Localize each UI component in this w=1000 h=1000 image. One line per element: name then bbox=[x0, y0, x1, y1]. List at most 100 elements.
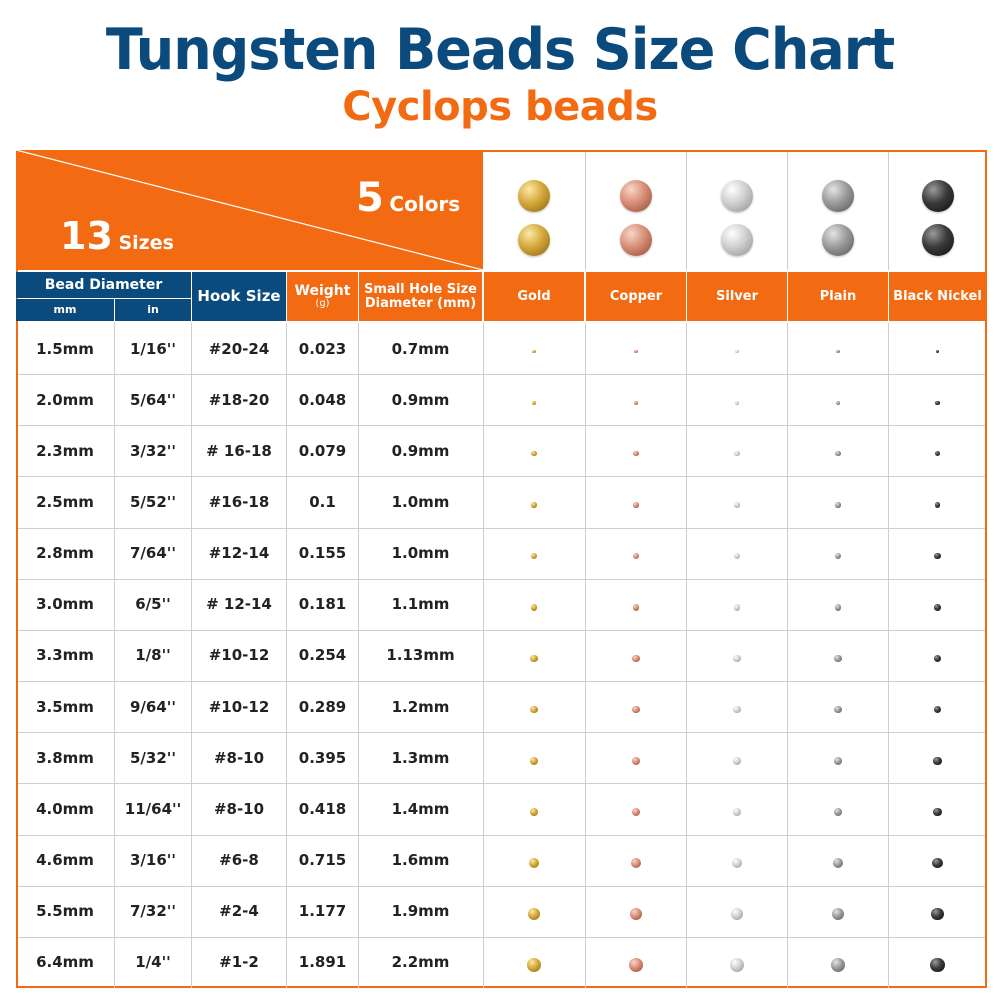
table-cell-weight: 0.048 bbox=[298, 390, 347, 409]
table-cell-in: 1/8'' bbox=[135, 646, 171, 665]
table-cell-hole: 1.4mm bbox=[391, 799, 450, 818]
sample-bead bbox=[733, 705, 741, 714]
column-divider bbox=[585, 152, 586, 270]
table-cell-hole: 1.2mm bbox=[391, 697, 450, 716]
table-cell-in: 7/64'' bbox=[130, 544, 176, 563]
sample-bead bbox=[628, 958, 644, 973]
table-cell-in: 5/64'' bbox=[130, 390, 176, 409]
table-cell-hole: 0.7mm bbox=[391, 339, 450, 358]
table-cell-mm: 6.4mm bbox=[36, 953, 94, 972]
table-cell-in: 7/32'' bbox=[130, 902, 176, 921]
table-cell-weight: 0.079 bbox=[298, 441, 347, 460]
sample-bead bbox=[529, 756, 539, 765]
table-cell-hook: #10-12 bbox=[208, 697, 270, 716]
table-cell-weight: 0.023 bbox=[298, 339, 347, 358]
sample-bead bbox=[934, 604, 941, 611]
colors-word: Colors bbox=[389, 192, 461, 216]
row-divider bbox=[18, 578, 985, 580]
table-cell-hook: #8-10 bbox=[213, 748, 265, 767]
column-divider bbox=[888, 323, 889, 988]
column-divider bbox=[483, 323, 484, 988]
sample-bead bbox=[531, 502, 537, 508]
table-cell-weight: 0.1 bbox=[309, 493, 336, 511]
column-divider bbox=[585, 323, 586, 988]
table-cell-in: 3/32'' bbox=[130, 441, 176, 460]
sample-bead bbox=[632, 705, 640, 714]
table-cell-weight: 0.181 bbox=[298, 595, 347, 614]
sample-bead bbox=[734, 400, 740, 405]
sizes-count: 13 bbox=[60, 214, 113, 258]
sample-bead bbox=[933, 807, 942, 817]
showcase-bead bbox=[921, 224, 954, 256]
header-mm: mm bbox=[16, 299, 114, 321]
header-weight: Weight (g) bbox=[287, 272, 358, 321]
sample-bead bbox=[530, 553, 538, 560]
header-bead-diameter: Bead Diameter bbox=[16, 272, 191, 298]
table-cell-in: 5/32'' bbox=[130, 748, 176, 767]
table-cell-in: 11/64'' bbox=[124, 799, 182, 818]
column-divider bbox=[358, 323, 359, 988]
sample-bead bbox=[836, 349, 840, 354]
table-cell-hook: #18-20 bbox=[208, 390, 270, 409]
column-divider bbox=[286, 323, 287, 988]
table-cell-hole: 1.6mm bbox=[391, 851, 450, 870]
color-header-silver: Silver bbox=[687, 272, 787, 321]
sample-bead bbox=[833, 807, 843, 817]
showcase-bead bbox=[620, 224, 652, 256]
table-cell-hook: #1-2 bbox=[219, 953, 259, 972]
row-divider bbox=[18, 425, 985, 427]
table-cell-hole: 0.9mm bbox=[391, 441, 450, 460]
table-cell-mm: 2.3mm bbox=[36, 441, 94, 460]
row-divider bbox=[18, 834, 985, 836]
sample-bead bbox=[934, 451, 941, 457]
row-divider bbox=[18, 885, 985, 887]
color-header-plain: Plain bbox=[788, 272, 888, 321]
sample-bead bbox=[730, 908, 744, 921]
table-cell-weight: 1.177 bbox=[298, 902, 347, 921]
showcase-bead bbox=[921, 180, 954, 212]
table-cell-in: 5/52'' bbox=[130, 493, 176, 511]
table-cell-hole: 2.2mm bbox=[391, 953, 450, 972]
sample-bead bbox=[934, 502, 941, 508]
page-title: Tungsten Beads Size Chart bbox=[105, 16, 895, 83]
sample-bead bbox=[735, 349, 739, 354]
table-cell-in: 1/16'' bbox=[130, 339, 176, 358]
table-cell-in: 6/5'' bbox=[135, 595, 171, 614]
table-cell-mm: 3.8mm bbox=[36, 748, 94, 767]
sample-bead bbox=[629, 908, 643, 921]
table-cell-hole: 1.13mm bbox=[386, 646, 455, 665]
sample-bead bbox=[530, 705, 538, 714]
sample-bead bbox=[931, 908, 944, 921]
sample-bead bbox=[634, 349, 638, 354]
table-cell-weight: 1.891 bbox=[298, 953, 347, 972]
table-cell-hook: #16-18 bbox=[208, 493, 270, 511]
table-cell-hole: 1.0mm bbox=[391, 493, 450, 511]
table-cell-weight: 0.289 bbox=[298, 697, 347, 716]
showcase-bead bbox=[721, 180, 753, 212]
table-cell-mm: 4.0mm bbox=[36, 799, 94, 818]
sample-bead bbox=[935, 349, 940, 354]
sample-bead bbox=[630, 858, 642, 869]
table-cell-hole: 1.3mm bbox=[391, 748, 450, 767]
sample-bead bbox=[530, 604, 538, 611]
table-cell-in: 3/16'' bbox=[130, 851, 176, 870]
sample-bead bbox=[526, 958, 542, 973]
table-cell-mm: 2.8mm bbox=[36, 544, 94, 563]
color-header-copper: Copper bbox=[586, 272, 686, 321]
sample-bead bbox=[530, 654, 538, 663]
header-weight-unit: (g) bbox=[315, 297, 330, 309]
sample-bead bbox=[532, 349, 536, 354]
corner-diagonal bbox=[16, 150, 483, 270]
showcase-bead bbox=[822, 224, 854, 256]
table-cell-mm: 1.5mm bbox=[36, 339, 94, 358]
sample-bead bbox=[633, 451, 639, 457]
table-cell-hook: #12-14 bbox=[208, 544, 270, 563]
sample-bead bbox=[935, 400, 940, 405]
table-cell-hook: # 16-18 bbox=[206, 441, 272, 460]
sample-bead bbox=[834, 604, 842, 611]
sample-bead bbox=[933, 705, 942, 714]
sample-bead bbox=[632, 654, 640, 663]
column-divider bbox=[191, 323, 192, 988]
sample-bead bbox=[734, 451, 740, 457]
colors-count-label: 5 Colors bbox=[356, 175, 460, 221]
